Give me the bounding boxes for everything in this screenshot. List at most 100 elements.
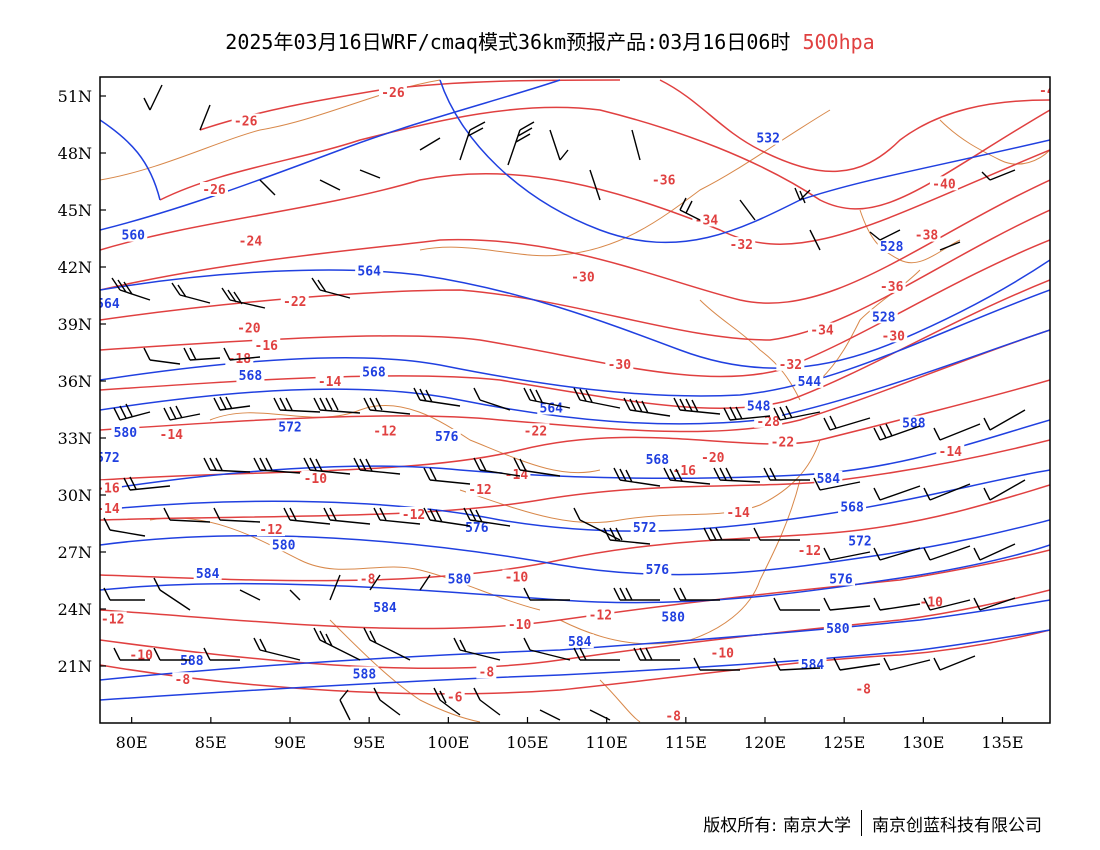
wind-barbs [103,84,1026,721]
temperature-contour-label: -12 [589,609,612,624]
height-contour-label: 528 [880,240,904,255]
height-contour-label: 572 [848,535,871,550]
temperature-contour-label: -14 [160,428,184,443]
temperature-contour-label-bg [476,664,497,679]
temperature-contour-label: -26 [234,115,258,130]
temperature-contour-label: -22 [524,424,547,439]
temperature-contour-label: -12 [402,508,425,523]
y-tick-label: 33N [58,429,92,448]
temperature-contour-label: -36 [652,174,676,189]
x-tick-label: 100E [427,733,469,752]
height-contour-label-bg [823,620,852,635]
y-tick-label: 27N [58,543,92,562]
y-tick-label: 36N [58,372,92,391]
height-contour-label-bg [869,309,898,324]
height-contour-label-bg [193,565,222,580]
temperature-contour-label-bg [444,689,465,704]
temperature-contour-label-bg [100,611,127,626]
temperature-contour-label-bg [172,672,193,687]
height-contour-label-bg [350,666,379,681]
y-tick-label: 39N [58,315,92,334]
temperature-contour-label: -32 [730,238,753,253]
temperature-contour-label-bg [795,543,824,557]
temperature-contour-label-bg [808,322,836,337]
x-tick-label: 80E [116,733,148,752]
y-tick-label: 48N [58,144,92,163]
height-contour-label-bg [643,451,672,466]
footer-copyright: 版权所有: 南京大学 南京创蓝科技有限公司 [703,810,1042,836]
height-contour-label: 580 [661,611,685,626]
temperature-contour-label: -12 [798,544,821,559]
temperature-contour-label: -10 [129,649,153,664]
temperature-contour-label-bg [399,506,428,521]
org2-name: 南京创蓝科技有限公司 [872,815,1042,836]
plot-frame [99,76,1051,724]
temperature-contour-label-bg [776,356,805,371]
temperature-contour-label-bg [649,172,678,187]
height-contour-label: 584 [373,601,397,616]
temperature-contour-label-bg [853,681,874,696]
height-contour-label-bg [177,653,206,668]
temperature-contour-label-bg [100,480,122,495]
x-tick-label: 115E [665,733,707,752]
temperature-contour-label-bg [727,237,756,252]
height-contour-label: 588 [353,668,377,683]
temperature-contour-label-bg [698,449,727,464]
height-contour-label-bg [445,571,474,586]
y-axis-ticks: 51N 48N 45N 42N 39N 36N 33N 30N 27N 24N 21N [58,87,106,676]
temperature-contour-label: -16 [96,481,120,496]
y-tick-label: 24N [58,600,92,619]
temperature-contour-label: -8 [479,666,495,681]
temperature-contour-label: -8 [175,673,191,688]
temperature-contour-label-bg [466,482,494,497]
temperature-contour-label: -22 [771,436,794,451]
temperature-contour-label: -24 [239,234,263,249]
height-contour-label: 548 [747,400,771,415]
height-contour-label-bg [659,609,688,624]
footer-divider [861,810,862,836]
temperature-contour-label-bg [670,463,699,478]
height-contour-label: 572 [96,451,119,466]
temperature-contour-label-bg [257,522,285,537]
temperature-contour-label-bg [100,501,122,516]
temperature-contour-label: -14 [726,506,750,521]
temperature-contour-label-bg [724,505,753,519]
temperature-contour-label: -12 [101,612,124,627]
temperature-contour-label: -16 [673,464,697,479]
x-tick-label: 130E [902,733,944,752]
height-contour-label-bg [744,398,773,413]
height-contour-label-bg [371,600,399,614]
temperature-contour-label: -14 [318,375,342,390]
height-contour-label: 572 [278,421,301,436]
height-contour-label-bg [100,296,122,310]
height-contour-label-bg [537,400,566,415]
temperature-contour-label: -40 [932,177,956,192]
temperature-contour-label-bg [936,444,965,459]
height-contour-label-bg [236,368,265,383]
temperature-contour-label-bg [371,423,399,438]
temperature-contour-label-bg [378,85,407,100]
height-contour-label: 576 [465,521,489,536]
x-tick-label: 120E [744,733,786,752]
temperature-contour-label-bg [917,594,946,609]
y-tick-label: 21N [58,657,92,676]
temperature-contour-label-bg [586,607,615,622]
temperature-contour-label: -10 [505,571,529,586]
height-contour-label-bg [643,562,672,576]
temperature-contour-label-bg [236,233,265,248]
temperature-contour-label-bg [225,351,254,366]
temperature-contour-label: -12 [373,424,396,439]
temperature-contour-label-bg [252,337,281,352]
height-contour-label-bg [565,634,594,649]
temperature-contour-label-bg [127,647,156,662]
height-contour-label: 568 [840,500,864,515]
y-tick-label: 51N [58,87,92,106]
temperature-contour-label-bg [692,212,721,227]
temperature-contour-label: -34 [810,324,834,339]
height-contour-label: 576 [646,563,670,578]
y-tick-label: 45N [58,201,92,220]
temperature-contour-label: -30 [882,329,906,344]
temperature-contour-label-bg [912,227,941,242]
